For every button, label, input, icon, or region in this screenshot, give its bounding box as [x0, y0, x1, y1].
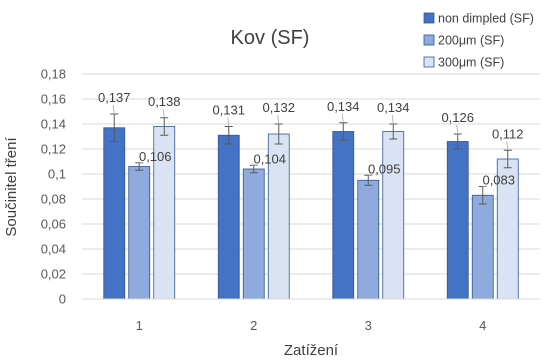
y-tick-label: 0,14: [41, 117, 66, 132]
data-label: 0,134: [327, 99, 360, 114]
data-label: 0,134: [377, 100, 410, 115]
legend-swatch: [423, 12, 435, 24]
bar: [357, 179, 380, 300]
data-label: 0,083: [482, 173, 515, 188]
x-tick-label: 2: [250, 318, 257, 333]
label-leader: [227, 117, 230, 127]
chart-title: Kov (SF): [231, 27, 310, 49]
x-axis-title: Zatížení: [284, 342, 339, 359]
label-leader: [277, 114, 280, 125]
data-labels: 0,137 0,106 0,138 0,131 0,104 0,132 0,134 0,095…: [98, 90, 524, 188]
label-leader: [162, 108, 165, 118]
label-leaders: [112, 104, 509, 187]
bars: [103, 126, 519, 300]
legend-label: 200μm (SF): [438, 34, 504, 48]
x-axis-ticks: 1 2 3 4: [136, 318, 487, 333]
data-label: 0,138: [148, 94, 181, 109]
y-axis-title: Součinitel tření: [3, 137, 20, 237]
legend-label: 300μm (SF): [438, 56, 504, 70]
label-leader: [341, 113, 344, 123]
bar: [382, 131, 405, 300]
legend-swatch: [423, 56, 435, 68]
data-label: 0,126: [441, 110, 474, 125]
bar: [332, 131, 355, 300]
y-tick-label: 0,06: [41, 217, 66, 232]
data-label: 0,131: [212, 103, 245, 118]
bar: [242, 168, 265, 300]
x-tick-label: 4: [479, 318, 486, 333]
y-tick-label: 0,08: [41, 192, 66, 207]
legend-swatch: [423, 34, 435, 46]
y-tick-label: 0,16: [41, 92, 66, 107]
y-tick-label: 0,12: [41, 142, 66, 157]
x-tick-label: 3: [365, 318, 372, 333]
bar: [217, 134, 240, 300]
y-tick-label: 0,18: [41, 67, 66, 82]
legend: non dimpled (SF) 200μm (SF) 300μm (SF): [423, 12, 534, 70]
data-label: 0,112: [492, 126, 524, 141]
label-leader: [506, 141, 509, 151]
bar: [128, 166, 151, 300]
y-axis-ticks: 0 0,02 0,04 0,06 0,08 0,1 0,12 0,14 0,16 0,18: [41, 67, 66, 307]
label-leader: [391, 114, 394, 125]
y-tick-label: 0,04: [41, 242, 66, 257]
y-tick-label: 0: [59, 292, 66, 307]
y-tick-label: 0,02: [41, 267, 66, 282]
legend-label: non dimpled (SF): [438, 12, 534, 26]
data-label: 0,106: [139, 149, 172, 164]
data-label: 0,137: [98, 90, 131, 105]
data-label: 0,104: [253, 151, 286, 166]
label-leader: [112, 104, 115, 115]
bar: [103, 127, 126, 300]
data-label: 0,132: [262, 100, 295, 115]
label-leader: [456, 124, 459, 135]
y-tick-label: 0,1: [48, 167, 66, 182]
bar: [446, 141, 469, 300]
data-label: 0,095: [368, 161, 401, 176]
bar: [471, 194, 494, 300]
x-tick-label: 1: [136, 318, 143, 333]
